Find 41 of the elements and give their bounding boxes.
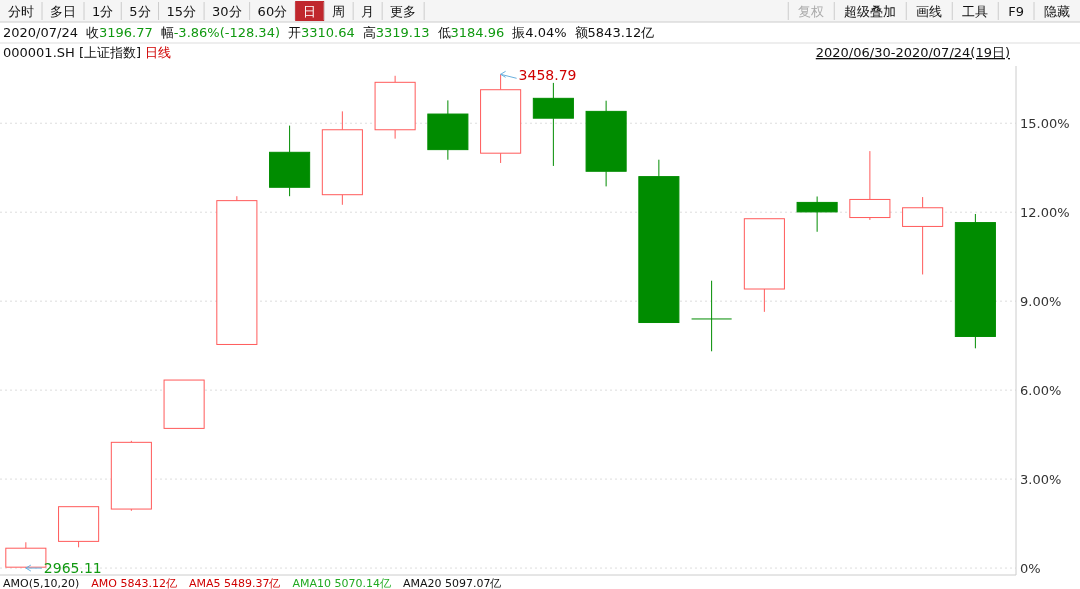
text: 画线 [916,4,943,19]
text: AMO(5,10,20) [3,577,80,589]
annotation: 2965.11 [43,560,102,577]
text: F9 [1008,4,1024,19]
y-tick-label: 12.00% [1020,205,1070,221]
text: 5分 [129,4,151,19]
text: 收3196.77 [85,25,153,40]
text: 开3310.64 [288,25,355,40]
text: 隐藏 [1044,4,1070,19]
text: 多日 [50,4,76,19]
text: 复权 [798,4,825,19]
text: AMA5 5489.37亿 [188,577,281,589]
y-tick-label: 3.00% [1020,472,1062,488]
text: 幅-3.86%(-128.34) [160,25,280,40]
text: 超级叠加 [844,4,897,19]
text: 1分 [91,4,114,19]
text: 2020/06/30-2020/07/24(19日) [815,45,1010,60]
annotation: 3458.79 [518,67,577,84]
text: 15分 [166,4,197,19]
y-tick-label: 6.00% [1020,383,1062,399]
text: AMO 5843.12亿 [91,577,177,589]
text: 分时 [8,4,34,19]
text: 月 [361,4,375,19]
text: 30分 [212,4,242,19]
text: 振4.04% [512,25,567,40]
chart-title: 000001.SH [上证指数] [3,45,146,60]
text: 60分 [257,4,288,19]
text: 低3184.96 [437,25,505,40]
y-tick-label: 0% [1020,561,1041,577]
text: AMA10 5070.14亿 [292,577,391,589]
y-tick-label: 9.00% [1020,294,1062,310]
text: 周 [332,4,346,19]
chart-subtitle: 日线 [145,45,172,60]
text: 日 [303,4,317,19]
text: 2020/07/24 [3,25,78,40]
y-tick-label: 15.00% [1020,116,1070,132]
text: AMA20 5097.07亿 [402,577,502,589]
text: 高3319.13 [362,25,430,40]
text: 额5843.12亿 [574,25,655,40]
text: 工具 [962,4,989,19]
text: 更多 [390,4,417,19]
